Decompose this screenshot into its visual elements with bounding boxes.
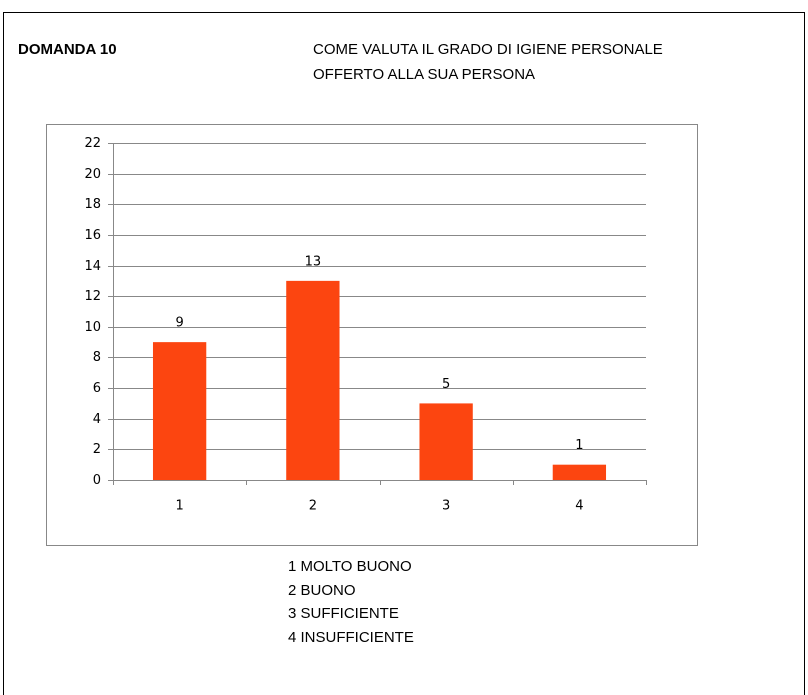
bar (286, 280, 340, 480)
x-tick-label: 3 (442, 499, 450, 514)
bar (552, 464, 607, 480)
legend-item: 4 INSUFFICIENTE (288, 629, 414, 646)
page-border (3, 12, 805, 695)
y-tick-label: 12 (84, 289, 101, 304)
question-title: OFFERTO ALLA SUA PERSONA (313, 66, 535, 83)
y-tick-label: 14 (84, 259, 101, 274)
chart-frame (46, 124, 698, 546)
y-tick-label: 22 (84, 136, 101, 151)
y-tick-label: 10 (84, 320, 101, 335)
y-tick-label: 20 (84, 167, 101, 182)
y-tick-label: 2 (93, 442, 101, 457)
bar (152, 342, 207, 480)
legend-item: 1 MOLTO BUONO (288, 558, 412, 575)
x-tick-label: 1 (175, 499, 183, 514)
y-tick-label: 0 (93, 473, 101, 488)
x-tick-label: 4 (575, 499, 583, 514)
data-label: 1 (575, 438, 583, 453)
y-tick-label: 8 (93, 350, 101, 365)
legend-item: 2 BUONO (288, 582, 356, 599)
data-label: 9 (175, 316, 183, 331)
bar (419, 403, 473, 480)
y-tick-label: 4 (93, 412, 101, 427)
x-tick-label: 2 (309, 499, 317, 514)
data-label: 5 (442, 377, 450, 392)
data-label: 13 (305, 254, 322, 269)
question-title: COME VALUTA IL GRADO DI IGIENE PERSONALE (313, 41, 663, 58)
y-tick-label: 6 (93, 381, 101, 396)
legend-item: 3 SUFFICIENTE (288, 605, 399, 622)
y-tick-label: 16 (84, 228, 101, 243)
question-label: DOMANDA 10 (18, 41, 117, 58)
y-tick-label: 18 (84, 197, 101, 212)
